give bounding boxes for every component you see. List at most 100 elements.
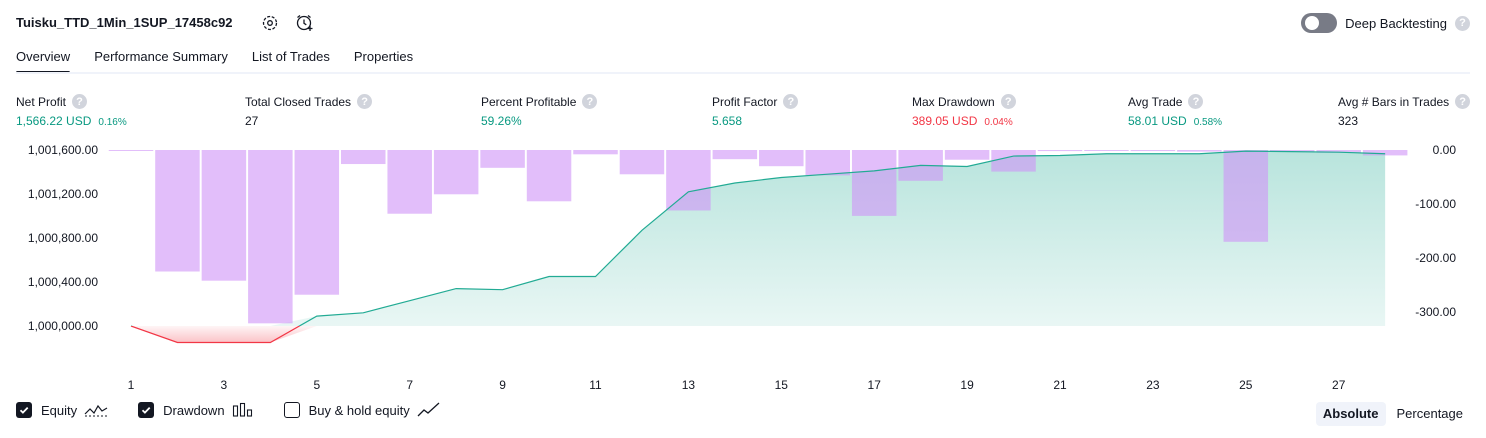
profit-factor-label: Profit Factor (712, 94, 778, 109)
drawdown-bar (805, 150, 850, 176)
max-drawdown-percent: 0.04% (984, 117, 1013, 128)
percent-profitable-label: Percent Profitable (481, 94, 577, 109)
tab-properties[interactable]: Properties (353, 49, 414, 64)
metric-profit-factor: Profit Factor? 5.658 (712, 94, 799, 128)
left-axis-tick: 1,000,400.00 (28, 275, 98, 289)
buy-hold-line-icon (417, 402, 440, 417)
drawdown-bar (619, 150, 665, 175)
info-icon[interactable]: ? (1455, 94, 1471, 109)
value-mode-switch: Absolute Percentage (1315, 402, 1470, 426)
drawdown-bar (851, 150, 897, 216)
chart-legend: Equity Drawdown Buy & hold equity (16, 402, 471, 418)
x-axis-tick: 15 (775, 378, 789, 392)
legend-drawdown-label: Drawdown (163, 402, 225, 418)
info-icon[interactable]: ? (357, 94, 373, 109)
legend-buy-hold-label: Buy & hold equity (308, 402, 410, 418)
net-profit-label: Net Profit (16, 94, 67, 109)
drawdown-bar (294, 150, 340, 295)
net-profit-value: 1,566.22 USD (16, 114, 92, 128)
avg-trade-percent: 0.58% (1193, 117, 1223, 128)
left-axis-tick: 1,001,200.00 (28, 187, 98, 201)
drawdown-bars-icon (232, 402, 252, 417)
left-axis: 1,001,600.00 1,001,200.00 1,000,800.00 1,00… (28, 143, 98, 333)
help-icon[interactable]: ? (1455, 15, 1470, 31)
equity-line (131, 150, 1386, 326)
drawdown-bar (991, 150, 1036, 172)
x-axis-tick: 3 (221, 378, 228, 392)
right-axis-tick: -100.00 (1415, 197, 1456, 211)
right-axis-tick: -300.00 (1415, 305, 1456, 319)
x-axis-tick: 27 (1332, 378, 1346, 392)
info-icon[interactable]: ? (72, 94, 88, 109)
info-icon[interactable]: ? (783, 94, 799, 109)
drawdown-bar (1177, 150, 1222, 152)
info-icon[interactable]: ? (582, 94, 598, 109)
x-axis-tick: 21 (1053, 378, 1067, 392)
drawdown-bar (480, 150, 525, 168)
drawdown-bar (387, 150, 432, 214)
absolute-mode-button[interactable]: Absolute (1315, 402, 1386, 426)
deep-backtesting-toggle[interactable] (1301, 13, 1338, 33)
right-axis: 0.00 -100.00 -200.00 -300.00 (1415, 143, 1456, 319)
legend-buy-hold[interactable]: Buy & hold equity (283, 402, 441, 418)
right-axis-tick: 0.00 (1433, 143, 1457, 157)
tab-performance-summary[interactable]: Performance Summary (94, 49, 228, 64)
metric-avg-bars: Avg # Bars in Trades? 323 (1338, 94, 1471, 128)
total-closed-trades-label: Total Closed Trades (245, 94, 352, 109)
drawdown-bar (526, 150, 572, 202)
drawdown-bar (1362, 150, 1408, 156)
info-icon[interactable]: ? (1000, 94, 1016, 109)
drawdown-bar (108, 150, 154, 151)
settings-icon[interactable] (259, 12, 281, 34)
legend-drawdown[interactable]: Drawdown (138, 402, 253, 418)
avg-trade-label: Avg Trade (1128, 94, 1183, 109)
avg-trade-value: 58.01 USD (1128, 114, 1187, 128)
drawdown-bar (1316, 150, 1361, 153)
percentage-mode-button[interactable]: Percentage (1396, 406, 1464, 421)
x-axis-tick: 13 (682, 378, 696, 392)
drawdown-bar (1130, 150, 1176, 152)
max-drawdown-label: Max Drawdown (912, 94, 995, 109)
tab-list-of-trades[interactable]: List of Trades (251, 49, 330, 64)
percent-profitable-value: 59.26% (481, 114, 522, 128)
metric-percent-profitable: Percent Profitable? 59.26% (481, 94, 598, 128)
equity-negative-area (131, 326, 1386, 343)
equity-drawdown-chart[interactable]: 1,001,600.00 1,001,200.00 1,000,800.00 1,00… (0, 138, 1486, 400)
x-axis-tick: 19 (960, 378, 974, 392)
profit-factor-value: 5.658 (712, 114, 743, 128)
drawdown-bar (433, 150, 479, 195)
drawdown-bar (1223, 150, 1269, 242)
info-icon[interactable]: ? (1188, 94, 1204, 109)
equity-checkbox[interactable] (16, 402, 32, 418)
drawdown-bar (573, 150, 618, 155)
drawdown-bar (944, 150, 990, 160)
net-profit-percent: 0.16% (98, 117, 127, 128)
drawdown-bars (108, 150, 1408, 324)
left-axis-tick: 1,001,600.00 (28, 143, 98, 157)
legend-equity[interactable]: Equity (16, 402, 108, 418)
total-closed-trades-value: 27 (245, 114, 259, 128)
drawdown-checkbox[interactable] (138, 402, 155, 418)
equity-positive-area (131, 151, 1386, 326)
legend-equity-label: Equity (41, 402, 78, 418)
drawdown-bar (1037, 150, 1083, 152)
drawdown-bar (201, 150, 247, 281)
buy-hold-checkbox[interactable] (283, 402, 300, 418)
left-axis-tick: 1,000,800.00 (28, 231, 98, 245)
avg-bars-value: 323 (1338, 114, 1359, 128)
tab-overview[interactable]: Overview (16, 44, 71, 74)
add-alert-icon[interactable] (294, 12, 316, 34)
drawdown-bar (155, 150, 200, 272)
drawdown-bar (666, 150, 711, 211)
strategy-name: Tuisku_TTD_1Min_1SUP_17458c92 (16, 15, 233, 30)
x-axis-tick: 25 (1239, 378, 1253, 392)
tab-divider (16, 72, 1470, 74)
x-axis-tick: 9 (499, 378, 506, 392)
x-axis-tick: 1 (128, 378, 135, 392)
drawdown-bar (248, 150, 293, 324)
deep-backtesting-label: Deep Backtesting (1345, 15, 1447, 31)
avg-bars-label: Avg # Bars in Trades (1338, 94, 1450, 109)
x-axis-tick: 23 (1146, 378, 1160, 392)
metric-net-profit: Net Profit? 1,566.22 USD 0.16% (16, 94, 127, 128)
x-axis-tick: 11 (589, 378, 602, 392)
